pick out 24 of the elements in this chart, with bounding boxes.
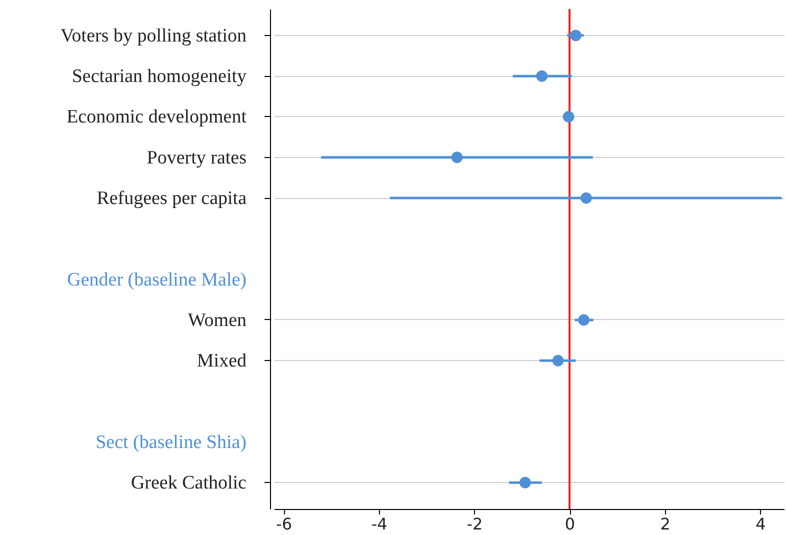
x-tick-label: 4	[756, 514, 766, 534]
x-tick-label: -6	[276, 514, 292, 534]
y-tick-label: Poverty rates	[146, 147, 246, 168]
y-tick-label: Sectarian homogeneity	[72, 66, 247, 88]
x-tick-label: -2	[466, 514, 483, 534]
y-tick-label: Voters by polling station	[60, 25, 247, 46]
x-tick-label: 2	[660, 514, 670, 534]
y-tick-label: Sect (baseline Shia)	[96, 432, 246, 453]
point	[536, 70, 548, 82]
y-tick-label: Economic development	[66, 106, 248, 128]
x-tick-label: -4	[371, 514, 388, 534]
y-tick-label: Gender (baseline Male)	[67, 269, 246, 290]
point	[578, 314, 590, 326]
point	[562, 111, 574, 122]
y-tick-label: Mixed	[196, 350, 247, 372]
point	[580, 192, 592, 204]
point	[552, 354, 564, 366]
point	[519, 476, 531, 488]
point	[451, 152, 463, 164]
y-tick-label: Greek Catholic	[130, 472, 246, 494]
y-tick-label: Refugees per capita	[96, 188, 248, 210]
y-tick-label: Women	[188, 310, 247, 331]
x-tick-label: 0	[564, 514, 576, 534]
point	[570, 30, 582, 42]
